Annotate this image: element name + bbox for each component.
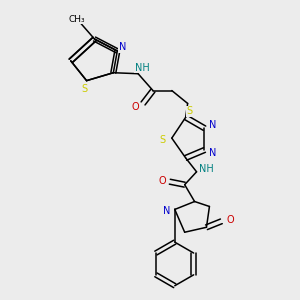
- Text: NH: NH: [135, 63, 149, 73]
- Text: N: N: [209, 148, 216, 158]
- Text: CH₃: CH₃: [68, 15, 85, 24]
- Text: S: S: [187, 106, 193, 116]
- Text: N: N: [118, 42, 126, 52]
- Text: O: O: [131, 102, 139, 112]
- Text: NH: NH: [199, 164, 214, 174]
- Text: N: N: [163, 206, 170, 216]
- Text: S: S: [82, 84, 88, 94]
- Text: O: O: [226, 215, 234, 225]
- Text: N: N: [209, 120, 216, 130]
- Text: S: S: [160, 135, 166, 145]
- Text: O: O: [158, 176, 166, 186]
